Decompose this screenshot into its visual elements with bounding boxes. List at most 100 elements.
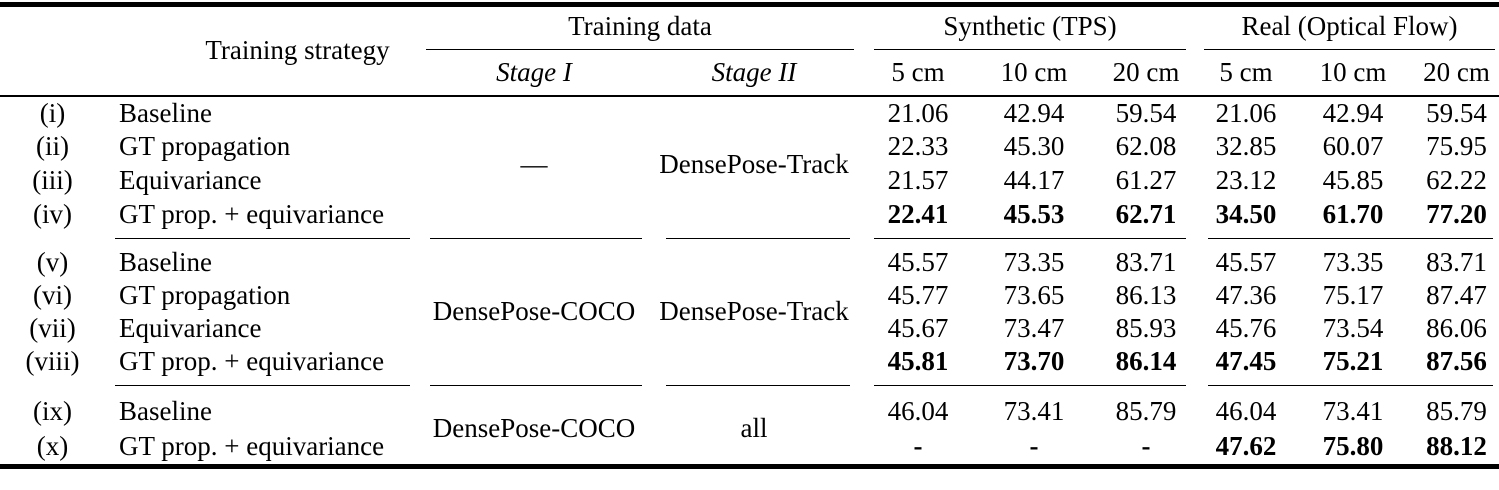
value-cell: 23.12 [1215,165,1277,195]
value-cell: 45.67 [887,312,949,343]
value-cell: 45.77 [887,279,949,310]
row-index: (ii) [36,131,69,161]
real-group-header: Real (Optical Flow) [1200,5,1499,50]
table-row: (iii) Equivariance 21.57 44.17 61.27 23.… [0,164,1499,198]
table-row: (ix) Baseline DensePose-COCO all 46.04 7… [0,393,1499,443]
table-row-best: (viii) GT prop. + equivariance 45.81 73.… [0,345,1499,378]
stage2-cell: DensePose-Track [659,296,849,326]
strategy-cell: GT propagation [119,279,291,310]
value-cell: 45.85 [1322,165,1384,195]
table-row: (ii) GT propagation 22.33 45.30 62.08 32… [0,130,1499,164]
value-cell: 47.45 [1215,345,1277,376]
table-row-best: (iv) GT prop. + equivariance 22.41 45.53… [0,198,1499,232]
value-cell: 86.06 [1426,312,1487,343]
value-cell: 75.80 [1322,431,1384,462]
value-cell: 73.70 [1003,345,1065,376]
row-index: (iii) [32,165,73,195]
syn-5cm-header: 5 cm [860,49,976,97]
value-cell: - [1029,431,1039,462]
results-table: Training strategy Training data Syntheti… [0,2,1499,469]
stage1-cell: DensePose-COCO [432,412,636,443]
stage2-header: Stage II [648,49,860,97]
value-cell: 45.76 [1215,312,1277,343]
value-cell: 21.06 [1215,97,1277,128]
group-separator [0,378,1499,393]
real-10cm-header: 10 cm [1292,49,1414,97]
value-cell: 45.30 [1003,131,1065,161]
corner-cell [0,4,105,97]
value-cell: 59.54 [1115,97,1177,128]
value-cell: 34.50 [1215,199,1277,229]
value-cell: 77.20 [1426,199,1487,229]
stage2-cell: DensePose-Track [659,148,849,179]
synthetic-group-header: Synthetic (TPS) [860,5,1200,50]
table-row: (i) Baseline — DensePose-Track 21.06 42.… [0,96,1499,179]
strategy-cell: GT prop. + equivariance [119,431,385,462]
row-index: (iv) [33,199,72,229]
stage1-cell: — [520,148,548,179]
value-cell: 88.12 [1426,431,1487,462]
row-index: (ix) [33,395,72,426]
group-2: (v) Baseline DensePose-COCO DensePose-Tr… [0,246,1499,378]
value-cell: 44.17 [1003,165,1065,195]
value-cell: 83.71 [1115,246,1177,277]
value-cell: 85.79 [1115,395,1177,426]
strategy-cell: Equivariance [119,312,262,343]
group-1: (i) Baseline — DensePose-Track 21.06 42.… [0,96,1499,232]
value-cell: 61.27 [1115,165,1177,195]
value-cell: 73.47 [1003,312,1065,343]
real-rule [1204,48,1495,50]
separator-rule [874,238,1186,239]
real-5cm-header: 5 cm [1200,49,1292,97]
table-header: Training strategy Training data Syntheti… [0,4,1499,97]
row-index: (i) [39,97,66,128]
training-data-group-header: Training data [420,5,860,50]
value-cell: 83.71 [1426,246,1487,277]
synthetic-label: Synthetic (TPS) [943,10,1117,41]
value-cell: 73.65 [1003,279,1065,310]
row-index: (vii) [29,312,76,343]
separator-rule [1208,238,1493,239]
strategy-cell: Baseline [119,246,212,277]
separator-rule [115,384,410,386]
value-cell: 62.08 [1115,131,1177,161]
value-cell: 73.41 [1003,395,1065,426]
row-index: (vi) [33,279,72,310]
stage2-cell: all [740,412,768,443]
value-cell: - [913,431,923,462]
real-label: Real (Optical Flow) [1241,10,1458,41]
value-cell: 45.57 [887,246,949,277]
training-data-rule [426,48,854,50]
value-cell: 62.71 [1115,199,1177,229]
value-cell: 73.35 [1322,246,1384,277]
value-cell: 73.41 [1322,395,1384,426]
value-cell: 47.62 [1215,431,1277,462]
value-cell: 46.04 [887,395,949,426]
table-row: (vi) GT propagation 45.77 73.65 86.13 47… [0,279,1499,312]
strategy-cell: Baseline [119,97,212,128]
row-index: (x) [36,431,69,462]
group-3: (ix) Baseline DensePose-COCO all 46.04 7… [0,393,1499,467]
value-cell: 86.14 [1115,345,1177,376]
value-cell: 42.94 [1322,97,1384,128]
value-cell: 75.17 [1322,279,1384,310]
separator-rule [1208,384,1493,386]
strategy-cell: Baseline [119,395,212,426]
row-index: (viii) [25,345,80,376]
separator-rule [666,238,850,239]
value-cell: 62.22 [1426,165,1487,195]
value-cell: 87.47 [1426,279,1487,310]
table-row-best: (x) GT prop. + equivariance - - - 47.62 … [0,430,1499,467]
value-cell: - [1141,431,1151,462]
value-cell: 75.21 [1322,345,1384,376]
value-cell: 32.85 [1215,131,1277,161]
value-cell: 85.79 [1426,395,1487,426]
separator-rule [874,384,1186,386]
training-data-label: Training data [568,10,712,41]
value-cell: 42.94 [1003,97,1065,128]
syn-20cm-header: 20 cm [1092,49,1200,97]
value-cell: 87.56 [1426,345,1487,376]
group-separator [0,232,1499,246]
separator-rule [115,238,410,239]
training-strategy-header: Training strategy [105,4,420,97]
